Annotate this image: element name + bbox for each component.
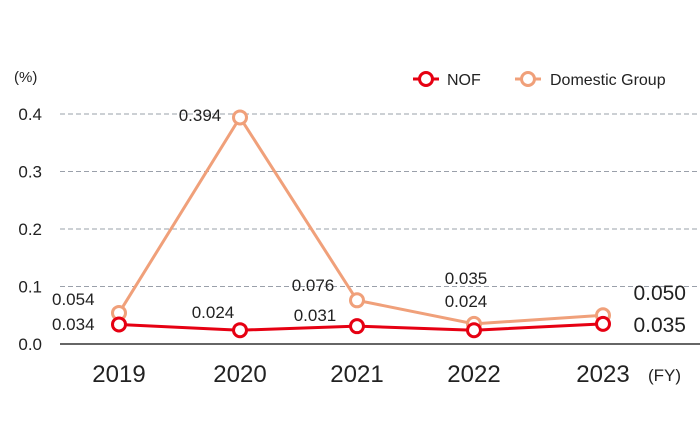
data-label-nof: 0.024 xyxy=(445,292,488,311)
data-label-domestic-group: 0.076 xyxy=(292,276,335,295)
data-label-nof: 0.024 xyxy=(192,303,235,322)
data-labels-layer: 0.034 0.024 0.031 0.024 0.035 0.054 0.394 0.076… xyxy=(52,106,686,337)
data-label-nof: 0.034 xyxy=(52,315,95,334)
legend-marker-nof xyxy=(418,71,434,87)
legend-item-domestic-group: Domestic Group xyxy=(515,71,666,89)
y-axis: 0.0 0.1 0.2 0.3 0.4 xyxy=(18,105,42,354)
x-tick-label: 2023 xyxy=(576,361,629,388)
x-tick-label: 2022 xyxy=(447,361,500,388)
point-domestic-group xyxy=(349,292,365,309)
data-label-nof: 0.035 xyxy=(633,314,686,337)
data-label-domestic-group: 0.050 xyxy=(633,282,686,305)
point-domestic-group xyxy=(232,109,248,126)
legend-label-domestic-group: Domestic Group xyxy=(550,72,666,89)
x-tick-label: 2019 xyxy=(92,361,145,388)
y-unit-label: (%) xyxy=(14,69,37,86)
data-label-nof: 0.031 xyxy=(294,306,337,325)
series-line-domestic-group xyxy=(117,114,604,326)
legend-label-nof: NOF xyxy=(447,72,481,89)
x-tick-label: 2020 xyxy=(213,361,266,388)
data-label-domestic-group: 0.035 xyxy=(445,269,488,288)
series-layer xyxy=(111,109,611,339)
y-tick-label: 0.2 xyxy=(18,220,42,239)
x-tick-label: 2021 xyxy=(330,361,383,388)
y-tick-label: 0.1 xyxy=(18,278,42,297)
gridlines xyxy=(60,113,700,287)
point-nof xyxy=(466,322,482,339)
legend-item-nof: NOF xyxy=(413,71,481,89)
y-tick-label: 0.0 xyxy=(18,335,42,354)
point-nof xyxy=(349,318,365,335)
legend-marker-domestic-group xyxy=(520,71,536,87)
point-nof xyxy=(232,322,248,339)
point-nof xyxy=(595,315,611,332)
point-nof xyxy=(111,316,127,333)
data-label-domestic-group: 0.394 xyxy=(179,106,222,125)
legend: NOF Domestic Group xyxy=(413,71,666,89)
data-label-domestic-group: 0.054 xyxy=(52,290,95,309)
x-axis: 2019 2020 2021 2022 2023 xyxy=(60,343,700,388)
y-tick-label: 0.4 xyxy=(18,105,42,124)
y-tick-label: 0.3 xyxy=(18,163,42,182)
x-unit-label: (FY) xyxy=(648,366,681,385)
